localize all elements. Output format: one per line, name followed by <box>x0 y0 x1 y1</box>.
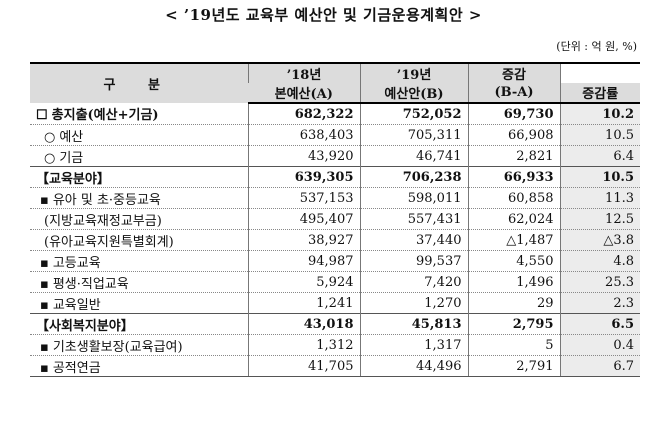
cell-rate: 10.5 <box>559 166 640 188</box>
cell-2018: 639,305 <box>247 166 360 188</box>
row-label: (유아교육지원특별회계) <box>44 234 174 250</box>
cell-rate: 4.8 <box>559 250 640 272</box>
cell-2018: 38,927 <box>247 229 360 251</box>
cell-2018: 1,241 <box>247 292 360 314</box>
cell-2019: 706,238 <box>359 166 468 188</box>
cell-2019: 598,011 <box>359 187 468 209</box>
table-row: 【교육분야】 639,305 706,238 66,933 10.5 <box>30 166 640 188</box>
cell-diff: 2,791 <box>467 355 560 377</box>
square-bullet-icon: ▪ <box>40 192 49 208</box>
row-label: 【교육분야】 <box>36 171 110 187</box>
cell-rate: △3.8 <box>559 229 640 251</box>
row-label: 평생·직업교육 <box>52 276 129 292</box>
cell-rate: 6.5 <box>559 313 640 335</box>
header-diff-top: 증감 <box>467 62 560 83</box>
cell-2019: 705,311 <box>359 124 468 146</box>
cell-diff: 2,795 <box>467 313 560 335</box>
table-row: ▪ 고등교육 94,987 99,537 4,550 4.8 <box>30 250 640 272</box>
table-row: ▪ 교육일반 1,241 1,270 29 2.3 <box>30 292 640 314</box>
header-2019-top: ’19년 <box>359 62 468 83</box>
cell-2018: 682,322 <box>247 103 360 125</box>
cell-2018: 5,924 <box>247 271 360 293</box>
cell-rate: 2.3 <box>559 292 640 314</box>
cell-diff: 2,821 <box>467 145 560 167</box>
cell-rate: 11.3 <box>559 187 640 209</box>
table-row: (지방교육재정교부금) 495,407 557,431 62,024 12.5 <box>30 208 640 230</box>
cell-rate: 10.5 <box>559 124 640 146</box>
row-label: 기금 <box>59 150 84 166</box>
cell-2018: 495,407 <box>247 208 360 230</box>
header-rate: 증감률 <box>559 83 640 104</box>
row-label: 공적연금 <box>52 360 101 376</box>
unit-note: (단위 : 억 원, %) <box>556 40 637 53</box>
cell-2019: 44,496 <box>359 355 468 377</box>
cell-2019: 557,431 <box>359 208 468 230</box>
row-label: (지방교육재정교부금) <box>44 213 162 229</box>
cell-diff: 4,550 <box>467 250 560 272</box>
cell-2018: 41,705 <box>247 355 360 377</box>
cell-2019: 99,537 <box>359 250 468 272</box>
row-label: 유아 및 초·중등교육 <box>52 192 161 208</box>
row-label: 【사회복지분야】 <box>36 318 134 334</box>
cell-diff: 29 <box>467 292 560 314</box>
cell-diff: △1,487 <box>467 229 560 251</box>
table-row: ○ 기금 43,920 46,741 2,821 6.4 <box>30 145 640 167</box>
header-rate-blank <box>559 62 640 83</box>
row-label: 교육일반 <box>52 297 101 313</box>
cell-diff: 66,908 <box>467 124 560 146</box>
header-2018-top: ’18년 <box>247 62 360 83</box>
cell-rate: 0.4 <box>559 334 640 356</box>
square-bullet-icon: ▪ <box>40 360 49 376</box>
page-title: < ’19년도 교육부 예산안 및 기금운용계획안 > <box>165 6 482 24</box>
cell-2018: 94,987 <box>247 250 360 272</box>
cell-rate: 6.7 <box>559 355 640 377</box>
header-gubun: 구 분 <box>30 62 248 103</box>
table-row: ▪ 평생·직업교육 5,924 7,420 1,496 25.3 <box>30 271 640 293</box>
cell-rate: 10.2 <box>559 103 640 125</box>
cell-2019: 45,813 <box>359 313 468 335</box>
table-row: ▪ 기초생활보장(교육급여) 1,312 1,317 5 0.4 <box>30 334 640 356</box>
cell-2018: 537,153 <box>247 187 360 209</box>
cell-2019: 1,270 <box>359 292 468 314</box>
cell-2019: 752,052 <box>359 103 468 125</box>
circle-bullet-icon: ○ <box>44 150 56 166</box>
table-row: 【사회복지분야】 43,018 45,813 2,795 6.5 <box>30 313 640 335</box>
cell-diff: 60,858 <box>467 187 560 209</box>
cell-rate: 12.5 <box>559 208 640 230</box>
row-label: 예산 <box>59 129 84 145</box>
row-label: 고등교육 <box>52 255 101 271</box>
cell-rate: 6.4 <box>559 145 640 167</box>
table-row: ▪ 공적연금 41,705 44,496 2,791 6.7 <box>30 355 640 377</box>
cell-2019: 37,440 <box>359 229 468 251</box>
header-2019-bottom: 예산안(B) <box>359 83 468 104</box>
square-bullet-icon: ▪ <box>40 276 49 292</box>
table-row: ▪ 유아 및 초·중등교육 537,153 598,011 60,858 11.3 <box>30 187 640 209</box>
row-label: 기초생활보장(교육급여) <box>52 339 183 355</box>
checkbox-icon: ☐ <box>36 108 48 123</box>
cell-diff: 69,730 <box>467 103 560 125</box>
header-diff-bottom: (B-A) <box>467 83 560 104</box>
cell-diff: 66,933 <box>467 166 560 188</box>
table-row: (유아교육지원특별회계) 38,927 37,440 △1,487 △3.8 <box>30 229 640 251</box>
cell-diff: 62,024 <box>467 208 560 230</box>
circle-bullet-icon: ○ <box>44 129 56 145</box>
cell-2019: 1,317 <box>359 334 468 356</box>
cell-2018: 638,403 <box>247 124 360 146</box>
cell-2019: 46,741 <box>359 145 468 167</box>
table-row: ☐ 총지출(예산+기금) 682,322 752,052 69,730 10.2 <box>30 103 640 125</box>
cell-rate: 25.3 <box>559 271 640 293</box>
cell-2018: 43,920 <box>247 145 360 167</box>
cell-diff: 5 <box>467 334 560 356</box>
cell-2018: 43,018 <box>247 313 360 335</box>
cell-diff: 1,496 <box>467 271 560 293</box>
square-bullet-icon: ▪ <box>40 297 49 313</box>
square-bullet-icon: ▪ <box>40 255 49 271</box>
header-2018-bottom: 본예산(A) <box>248 83 360 104</box>
cell-2018: 1,312 <box>247 334 360 356</box>
square-bullet-icon: ▪ <box>40 339 49 355</box>
budget-table: 구 분 ’18년 ’19년 증감 본예산(A) 예산안(B) (B-A) 증감률… <box>30 62 640 377</box>
table-row: ○ 예산 638,403 705,311 66,908 10.5 <box>30 124 640 146</box>
cell-2019: 7,420 <box>359 271 468 293</box>
row-label: 총지출(예산+기금) <box>51 108 159 123</box>
